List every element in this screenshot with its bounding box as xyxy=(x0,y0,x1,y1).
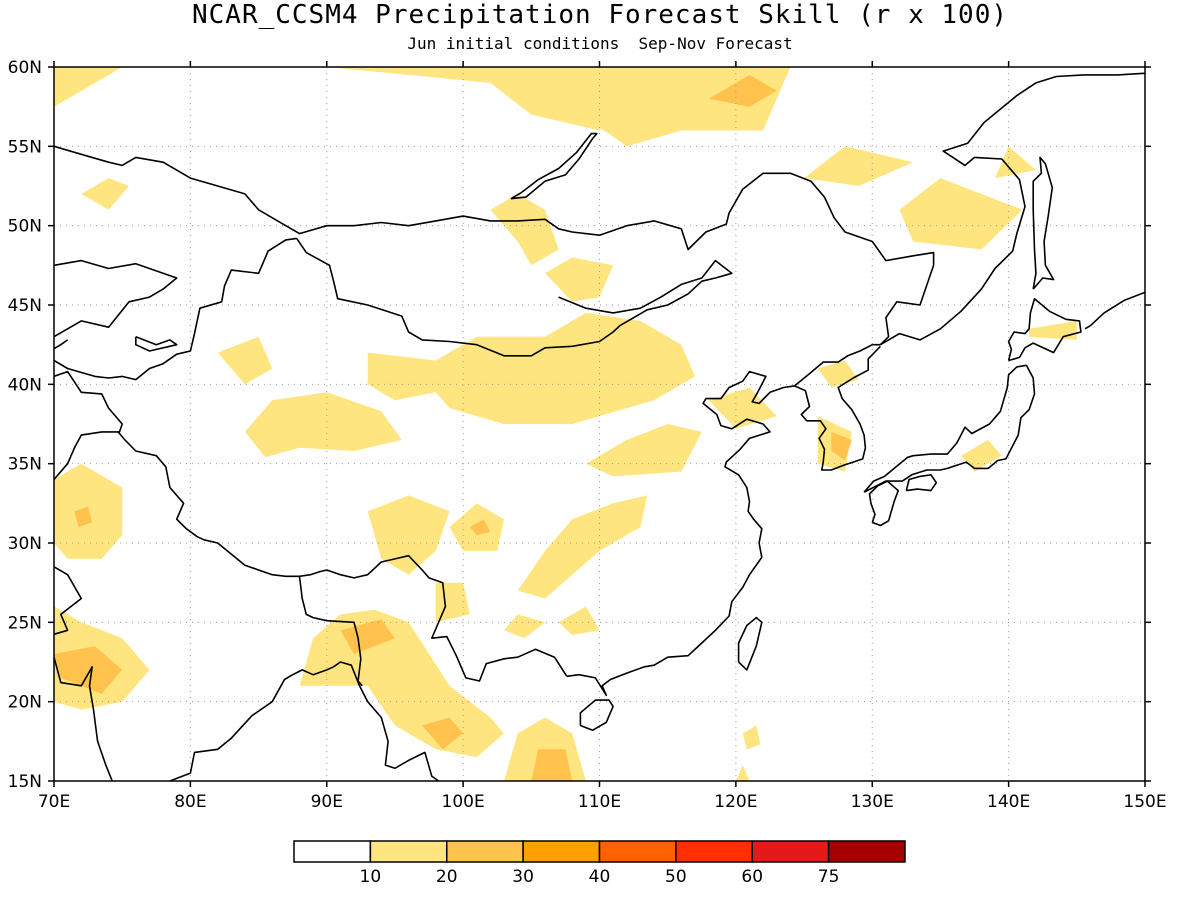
colorbar-swatch-7 xyxy=(827,840,906,863)
coastline-segment-8 xyxy=(298,576,363,687)
lon-tick-label: 110E xyxy=(578,792,621,812)
skill-region-10 xyxy=(367,312,695,424)
skill-region-31 xyxy=(299,609,504,758)
skill-region-0 xyxy=(54,67,123,107)
lon-tick-label: 140E xyxy=(987,792,1030,812)
coastline-segment-19 xyxy=(879,72,1145,346)
coastline-segment-0 xyxy=(54,145,935,346)
coastline-segment-23 xyxy=(54,259,178,338)
lon-tick-label: 80E xyxy=(174,792,206,812)
colorbar-swatch-4 xyxy=(598,840,677,863)
lon-tick-label: 90E xyxy=(311,792,343,812)
colorbar-label: 40 xyxy=(589,867,611,887)
skill-region-37 xyxy=(735,765,750,781)
skill-region-18 xyxy=(960,439,1002,472)
colorbar-swatch-0 xyxy=(293,840,372,863)
coastline-segment-4 xyxy=(117,431,568,682)
colorbar-swatch-5 xyxy=(675,840,753,863)
colorbar-label: 30 xyxy=(512,867,534,887)
map-subtitle: Jun initial conditions Sep-Nov Forecast xyxy=(407,34,793,53)
skill-region-19 xyxy=(1029,320,1077,340)
skill-region-5 xyxy=(899,178,1023,250)
coastline-segment-13 xyxy=(737,616,763,671)
map-title: NCAR_CCSM4 Precipitation Forecast Skill … xyxy=(191,0,1008,30)
lon-tick-label: 130E xyxy=(851,792,894,812)
coastline-segment-6 xyxy=(54,641,114,781)
coastline-segment-15 xyxy=(868,480,900,527)
coastline-segment-18 xyxy=(1032,156,1055,290)
coastline-segment-10 xyxy=(566,345,881,697)
coastline-segment-7 xyxy=(169,661,440,781)
coastline-segment-21 xyxy=(510,132,598,200)
skill-region-17 xyxy=(831,431,852,461)
skill-region-29 xyxy=(504,614,545,639)
skill-region-8 xyxy=(490,193,559,266)
skill-region-24 xyxy=(367,495,450,575)
skill-region-11 xyxy=(708,387,777,429)
skill-region-35 xyxy=(531,749,573,781)
skill-region-27 xyxy=(517,495,648,599)
lon-tick-label: 70E xyxy=(38,792,70,812)
skill-region-9 xyxy=(545,257,614,302)
lat-tick-label: 25N xyxy=(8,613,42,633)
lon-tick-label: 100E xyxy=(442,792,485,812)
colorbar-swatch-6 xyxy=(751,840,830,863)
lat-tick-label: 45N xyxy=(8,296,42,316)
skill-region-23 xyxy=(54,646,123,694)
colorbar-swatch-2 xyxy=(446,840,524,863)
colorbar-label: 75 xyxy=(818,867,840,887)
coastline-segment-17 xyxy=(1007,297,1082,362)
lat-tick-label: 15N xyxy=(8,772,42,792)
coastline-segment-2 xyxy=(54,237,297,381)
axes: 70E 80E 90E 100E 110E 120E 130E 140E 150E 15N 20N 2… xyxy=(8,58,1167,812)
skill-region-1 xyxy=(326,67,641,131)
coastlines-borders xyxy=(54,72,1145,781)
skill-region-32 xyxy=(340,619,395,655)
graticule xyxy=(54,67,1145,781)
lat-tick-label: 30N xyxy=(8,534,42,554)
lat-tick-label: 60N xyxy=(8,58,42,78)
colorbar-swatch-3 xyxy=(522,840,601,863)
coastline-segment-1 xyxy=(296,237,733,357)
skill-region-15 xyxy=(585,424,702,477)
coastline-segment-16 xyxy=(905,473,938,492)
colorbar-label: 50 xyxy=(665,867,687,887)
coastline-segment-14 xyxy=(863,364,1036,493)
colorbar-swatch-1 xyxy=(369,840,448,863)
skill-region-3 xyxy=(708,74,777,107)
coastline-segment-22 xyxy=(54,339,69,350)
skill-region-7 xyxy=(81,178,129,210)
skill-region-36 xyxy=(742,725,761,750)
coastline-segment-11 xyxy=(793,343,881,387)
lat-tick-label: 55N xyxy=(8,137,42,157)
lat-tick-label: 20N xyxy=(8,693,42,713)
coastline-segment-12 xyxy=(579,699,614,732)
lon-tick-label: 120E xyxy=(714,792,757,812)
skill-region-4 xyxy=(804,146,914,186)
coastline-segment-20 xyxy=(1084,291,1145,330)
lon-tick-label: 150E xyxy=(1123,792,1166,812)
colorbar-label: 20 xyxy=(436,867,458,887)
coastline-segment-3 xyxy=(54,370,123,481)
lat-tick-label: 40N xyxy=(8,375,42,395)
skill-region-6 xyxy=(995,146,1036,179)
skill-region-33 xyxy=(422,717,464,750)
skill-region-14 xyxy=(244,392,402,458)
colorbar: 10 20 30 40 50 60 75 xyxy=(293,840,906,887)
coastline-segment-24 xyxy=(135,335,178,352)
skill-region-26 xyxy=(469,519,491,536)
skill-region-13 xyxy=(217,336,273,385)
coastline-segment-5 xyxy=(54,566,83,636)
skill-region-21 xyxy=(74,506,93,528)
lat-tick-label: 35N xyxy=(8,455,42,475)
lat-tick-label: 50N xyxy=(8,217,42,237)
skill-shading xyxy=(54,67,1077,781)
colorbar-label: 10 xyxy=(360,867,382,887)
skill-region-12 xyxy=(817,360,859,388)
skill-region-30 xyxy=(558,606,600,635)
colorbar-label: 60 xyxy=(741,867,763,887)
